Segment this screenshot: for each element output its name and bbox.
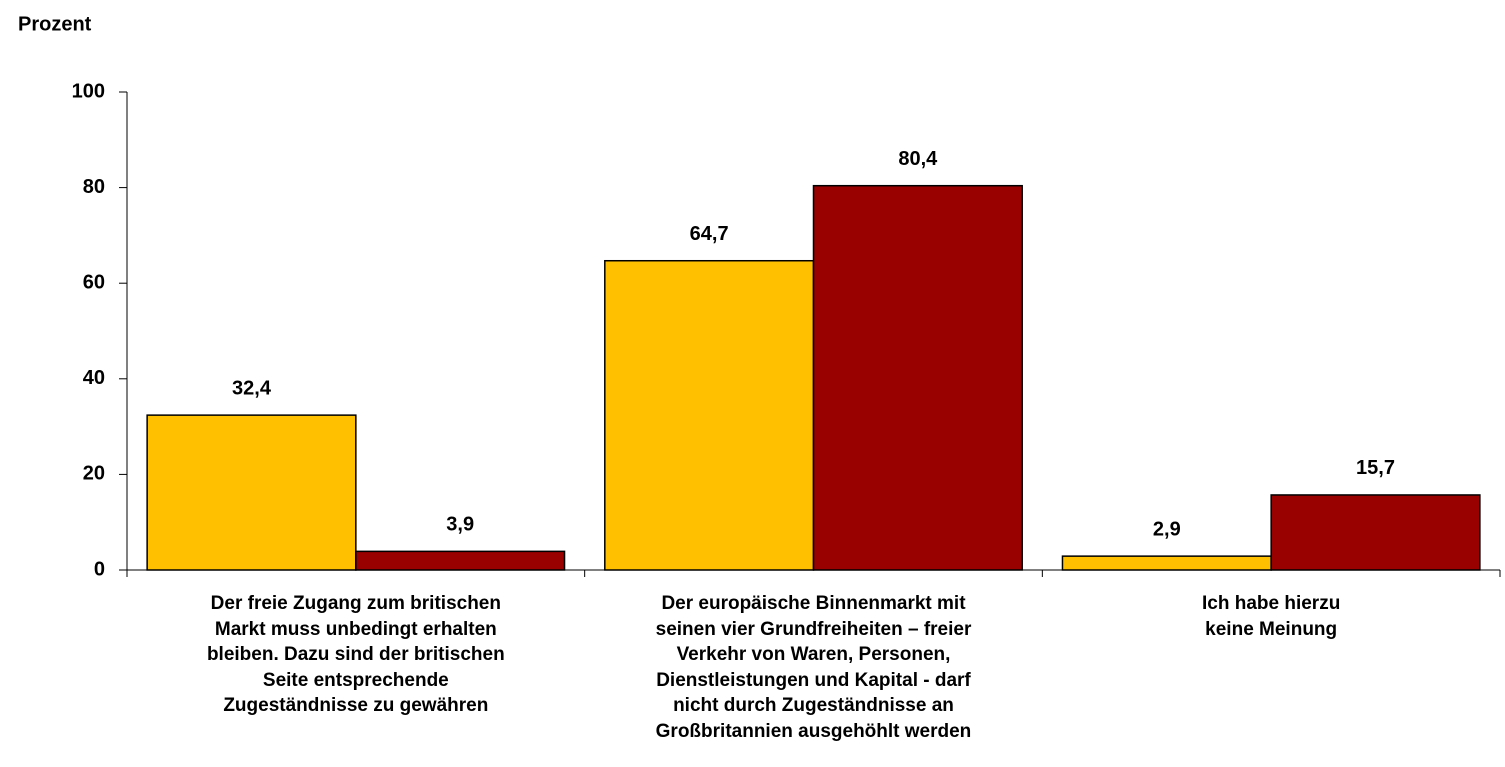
data-label: 15,7 bbox=[1356, 457, 1395, 479]
bar bbox=[1270, 494, 1481, 571]
data-label: 32,4 bbox=[232, 377, 272, 399]
x-tick-label: Der freie Zugang zum britischen Markt mu… bbox=[206, 593, 505, 716]
bar bbox=[604, 259, 815, 571]
data-label: 3,9 bbox=[446, 514, 474, 536]
y-tick-label: 100 bbox=[72, 80, 105, 102]
bar bbox=[1061, 555, 1272, 571]
bar bbox=[355, 550, 566, 571]
data-label: 2,9 bbox=[1153, 518, 1181, 540]
y-tick-label: 80 bbox=[83, 176, 105, 198]
x-tick-label: Ich habe hierzu keine Meinung bbox=[1202, 593, 1341, 640]
y-tick-label: 40 bbox=[83, 367, 105, 389]
x-tick-label: Der europäische Binnenmarkt mit seinen v… bbox=[655, 593, 972, 742]
bar bbox=[146, 414, 357, 571]
data-label: 80,4 bbox=[898, 148, 938, 170]
y-axis-label: Prozent bbox=[18, 13, 92, 35]
y-tick-label: 60 bbox=[83, 271, 105, 293]
data-label: 64,7 bbox=[690, 223, 729, 245]
bar bbox=[812, 184, 1023, 571]
y-tick-label: 0 bbox=[94, 558, 105, 580]
y-tick-label: 20 bbox=[83, 463, 105, 485]
